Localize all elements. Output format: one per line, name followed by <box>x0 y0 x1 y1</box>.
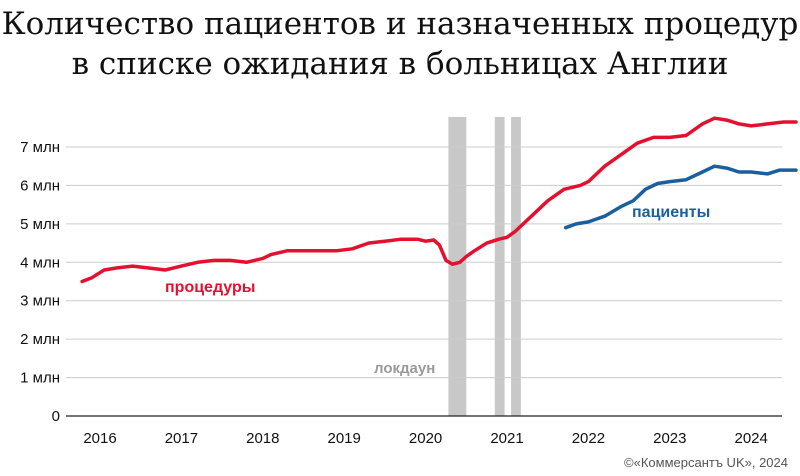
lockdown-band-2 <box>494 117 505 416</box>
credit: ©«Коммерсантъ UK», 2024 <box>624 455 788 470</box>
grid-lines <box>66 146 782 417</box>
chart-title-line-2: в списке ожидания в больницах Англии <box>71 46 729 82</box>
series-label-procedures: процедуры <box>165 279 255 296</box>
y-axis-ticks: 0 1 млн 2 млн 3 млн 4 млн 5 млн 6 млн 7 млн <box>20 139 60 425</box>
x-tick-label: 2021 <box>490 430 523 447</box>
lockdown-band-3 <box>511 117 521 416</box>
lockdown-band-1 <box>448 117 467 416</box>
y-tick-label: 1 млн <box>20 370 60 387</box>
y-tick-label: 4 млн <box>20 254 60 271</box>
x-tick-label: 2017 <box>165 430 198 447</box>
series-line-patients <box>563 164 798 230</box>
y-tick-label: 3 млн <box>20 293 60 310</box>
lockdown-label: локдаун <box>374 360 435 377</box>
y-tick-label: 6 млн <box>20 177 60 194</box>
y-tick-label: 2 млн <box>20 331 60 348</box>
chart-title-line-1: Количество пациентов и назначенных проце… <box>1 6 799 42</box>
x-tick-label: 2023 <box>653 430 686 447</box>
y-tick-label: 5 млн <box>20 216 60 233</box>
x-tick-label: 2019 <box>328 430 361 447</box>
x-tick-label: 2016 <box>83 430 116 447</box>
x-tick-label: 2020 <box>409 430 442 447</box>
y-tick-label: 0 <box>52 408 60 425</box>
x-tick-label: 2018 <box>246 430 279 447</box>
lockdown-bands <box>448 117 521 416</box>
series-lines <box>80 116 798 284</box>
chart-title: Количество пациентов и назначенных проце… <box>0 4 800 84</box>
series-line-procedures <box>80 116 798 284</box>
x-tick-label: 2022 <box>572 430 605 447</box>
y-tick-label: 7 млн <box>20 139 60 156</box>
x-axis-ticks: 2016 2017 2018 2019 2020 2021 2022 2023 2024 <box>83 430 768 447</box>
series-label-patients: пациенты <box>632 204 710 221</box>
x-tick-label: 2024 <box>735 430 768 447</box>
